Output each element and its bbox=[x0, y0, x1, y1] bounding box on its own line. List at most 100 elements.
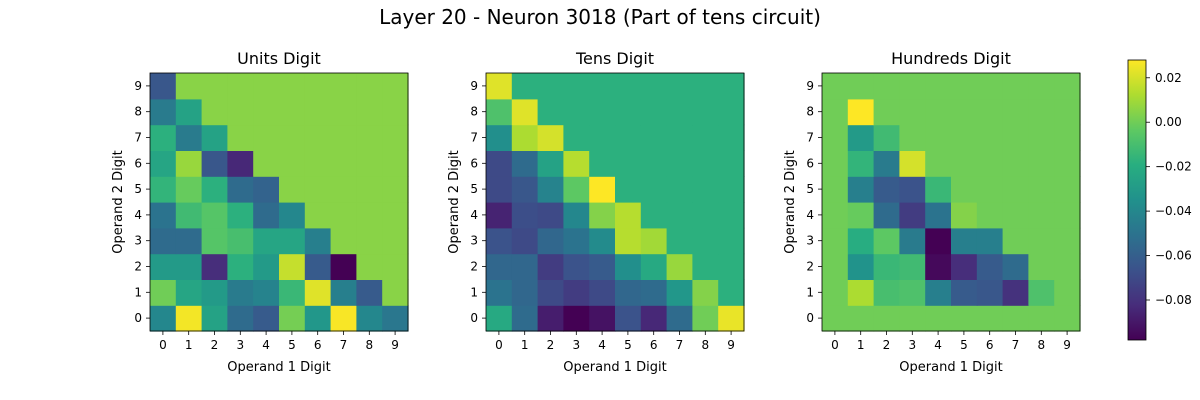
x-tick-label: 8 bbox=[701, 338, 709, 352]
colorbar-gradient bbox=[1127, 59, 1147, 341]
y-tick-label: 3 bbox=[470, 234, 478, 248]
heatmap-cell bbox=[640, 227, 668, 255]
heatmap-cell bbox=[873, 73, 900, 100]
colorbar-tick-label: −0.06 bbox=[1155, 249, 1192, 263]
heatmap-cell bbox=[486, 98, 513, 126]
heatmap-cell bbox=[1054, 150, 1081, 177]
heatmap-cell bbox=[692, 176, 719, 203]
heatmap-cell bbox=[589, 305, 616, 332]
heatmap-cell bbox=[873, 202, 900, 229]
heatmap-cell bbox=[201, 98, 228, 126]
heatmap-cell bbox=[951, 279, 978, 306]
heatmap-cell bbox=[537, 279, 564, 306]
heatmap-cell bbox=[486, 253, 513, 280]
heatmap-cell bbox=[201, 202, 228, 229]
heatmap-cell bbox=[486, 176, 513, 203]
x-tick-label: 9 bbox=[727, 338, 735, 352]
y-tick-label: 8 bbox=[134, 105, 142, 119]
heatmap-cell bbox=[304, 279, 332, 306]
heatmap-cell bbox=[279, 279, 306, 306]
heatmap-cell bbox=[382, 98, 409, 126]
heatmap-cell bbox=[253, 176, 280, 203]
heatmap-cell bbox=[356, 227, 383, 255]
heatmap-cell bbox=[615, 150, 642, 177]
heatmap-cell bbox=[537, 305, 564, 332]
heatmap-cell bbox=[615, 227, 642, 255]
heatmap-cell bbox=[1054, 279, 1081, 306]
heatmap-cell bbox=[873, 279, 900, 306]
colorbar-tick-label: −0.08 bbox=[1155, 293, 1192, 307]
heatmap-cell bbox=[175, 124, 203, 151]
panel-title: Tens Digit bbox=[575, 49, 654, 68]
heatmap-cell bbox=[899, 227, 926, 255]
heatmap-cell bbox=[201, 279, 228, 306]
heatmap-cell bbox=[589, 253, 616, 280]
heatmap-cell bbox=[1002, 305, 1029, 332]
y-tick-label: 5 bbox=[134, 182, 142, 196]
heatmap-cell bbox=[640, 124, 668, 151]
heatmap-cell bbox=[150, 202, 177, 229]
heatmap-cell bbox=[511, 253, 539, 280]
heatmap-cell bbox=[537, 124, 564, 151]
x-tick-label: 4 bbox=[262, 338, 270, 352]
heatmap-cell bbox=[873, 176, 900, 203]
y-tick-label: 6 bbox=[470, 156, 478, 170]
heatmap-cell bbox=[537, 227, 564, 255]
y-tick-label: 2 bbox=[470, 260, 478, 274]
heatmap-cell bbox=[1002, 176, 1029, 203]
heatmap-cell bbox=[330, 150, 357, 177]
heatmap-cell bbox=[511, 73, 539, 100]
plot-frame bbox=[149, 72, 409, 332]
y-tick-label: 1 bbox=[134, 285, 142, 299]
heatmap-cell bbox=[1028, 150, 1055, 177]
heatmap-cell bbox=[589, 279, 616, 306]
heatmap-cell bbox=[873, 227, 900, 255]
heatmap-cell bbox=[976, 227, 1004, 255]
heatmap-cell bbox=[822, 124, 849, 151]
heatmap-cell bbox=[822, 176, 849, 203]
heatmap-cell bbox=[563, 305, 590, 332]
heatmap-panel: Units Digit 0 1 2 3 4 5 6 7 8 9 0 1 2 3 4 5 6 7 8 9 Operand 1… bbox=[111, 49, 409, 375]
heatmap-cell bbox=[304, 124, 332, 151]
heatmap-cell bbox=[1028, 202, 1055, 229]
heatmap-cell bbox=[615, 279, 642, 306]
heatmap-cell bbox=[718, 279, 745, 306]
heatmap-cell bbox=[356, 253, 383, 280]
heatmap-cell bbox=[925, 202, 952, 229]
heatmap-cell bbox=[976, 98, 1004, 126]
heatmap-cell bbox=[1054, 202, 1081, 229]
heatmap-cell bbox=[150, 227, 177, 255]
colorbar-ticks: 0.02 0.00 −0.02 −0.04 −0.06 −0.08 bbox=[1146, 71, 1192, 307]
heatmap-cell bbox=[563, 176, 590, 203]
x-tick-label: 0 bbox=[159, 338, 167, 352]
heatmap-cell bbox=[511, 305, 539, 332]
heatmap-cell bbox=[718, 253, 745, 280]
x-tick-label: 2 bbox=[211, 338, 219, 352]
heatmap-cell bbox=[1028, 73, 1055, 100]
heatmap-cells bbox=[822, 73, 1081, 332]
heatmap-cell bbox=[925, 227, 952, 255]
heatmap-cell bbox=[563, 253, 590, 280]
heatmap-cell bbox=[1028, 227, 1055, 255]
heatmap-cell bbox=[253, 73, 280, 100]
heatmap-cell bbox=[899, 98, 926, 126]
x-tick-label: 1 bbox=[185, 338, 193, 352]
heatmap-cell bbox=[201, 73, 228, 100]
heatmap-cell bbox=[227, 124, 254, 151]
colorbar: 0.02 0.00 −0.02 −0.04 −0.06 −0.08 bbox=[1127, 59, 1192, 341]
heatmap-cell bbox=[925, 305, 952, 332]
heatmap-cell bbox=[847, 253, 875, 280]
heatmap-cell bbox=[976, 305, 1004, 332]
y-tick-label: 1 bbox=[806, 285, 814, 299]
heatmap-cell bbox=[227, 279, 254, 306]
heatmap-cell bbox=[486, 227, 513, 255]
heatmap-cell bbox=[1002, 227, 1029, 255]
heatmap-cell bbox=[899, 124, 926, 151]
heatmap-cell bbox=[150, 150, 177, 177]
plot-frame bbox=[821, 72, 1081, 332]
y-tick-label: 9 bbox=[806, 79, 814, 93]
heatmap-cell bbox=[666, 305, 693, 332]
heatmap-cell bbox=[356, 150, 383, 177]
y-tick-label: 0 bbox=[134, 311, 142, 325]
heatmap-cell bbox=[511, 150, 539, 177]
